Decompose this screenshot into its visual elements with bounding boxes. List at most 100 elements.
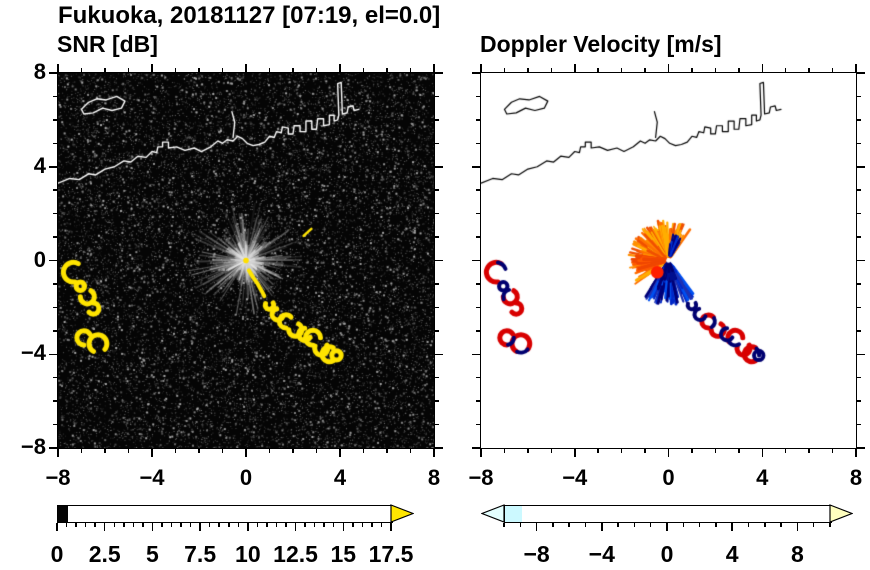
x-axis-tick (409, 448, 412, 453)
colorbar-tick (731, 523, 733, 531)
colorbar-tick (132, 523, 135, 527)
x-axis-tick (550, 68, 553, 73)
y-axis-tick (434, 330, 439, 332)
colorbar-tick (829, 523, 831, 527)
x-axis-tick (691, 68, 693, 73)
x-axis-tick (57, 64, 59, 73)
colorbar-tick (682, 523, 685, 527)
y-axis-tick (53, 400, 58, 402)
colorbar-tick (237, 523, 240, 527)
x-axis-tick (855, 64, 857, 73)
colorbar-tick-label: 17.5 (368, 541, 414, 567)
colorbar-tick (208, 523, 211, 527)
x-axis-tick (80, 68, 83, 73)
y-tick-label: −4 (20, 340, 46, 366)
y-axis-tick (53, 189, 58, 191)
x-axis-tick (691, 448, 693, 453)
colorbar-tick (747, 523, 750, 527)
y-axis-tick (49, 353, 58, 355)
colorbar-tick (170, 523, 173, 527)
x-axis-tick (574, 64, 576, 73)
y-axis-tick (476, 283, 481, 285)
colorbar-tick (275, 523, 278, 527)
x-axis-tick (784, 448, 787, 453)
y-axis-tick (856, 212, 861, 215)
colorbar-under-arrow (481, 504, 505, 523)
colorbar-tick-label: 12.5 (273, 541, 318, 567)
x-axis-tick (714, 448, 717, 453)
y-axis-tick (434, 95, 439, 98)
x-tick-label: −8 (45, 465, 71, 490)
x-axis-tick (597, 448, 599, 453)
colorbar-tick (151, 523, 154, 531)
y-axis-tick (49, 166, 58, 168)
colorbar-tick (812, 523, 815, 527)
y-axis-tick (476, 400, 481, 402)
colorbar-tick (361, 523, 364, 527)
x-axis-tick (503, 448, 506, 453)
y-axis-tick (434, 259, 443, 262)
colorbar-tick (294, 523, 297, 531)
colorbar-tick (142, 523, 144, 527)
colorbar-tick (352, 523, 354, 527)
x-axis-tick (527, 68, 529, 73)
x-tick-label: 0 (239, 465, 253, 490)
x-axis-tick (855, 448, 857, 457)
x-axis-tick (221, 448, 224, 453)
y-axis-tick (434, 376, 439, 379)
colorbar-tick-label: 0 (660, 541, 674, 567)
colorbar-bar (57, 505, 393, 523)
colorbar-over-arrow (829, 504, 853, 523)
x-axis-tick (362, 68, 365, 73)
x-axis-tick (574, 448, 576, 457)
y-axis-tick (434, 423, 439, 426)
x-axis-tick (386, 68, 388, 73)
x-axis-tick (292, 68, 294, 73)
colorbar-tick (180, 523, 182, 527)
x-tick-label: −4 (562, 465, 588, 490)
colorbar-tick-label: 7.5 (184, 541, 217, 567)
y-axis-tick (476, 119, 481, 121)
colorbar-tick (113, 523, 115, 527)
x-axis-tick (667, 64, 670, 73)
y-axis-tick (476, 236, 481, 238)
y-axis-tick (434, 142, 439, 145)
x-axis-tick (151, 64, 153, 73)
x-axis-tick (644, 448, 646, 453)
colorbar-tick (796, 523, 799, 531)
y-axis-tick (53, 142, 58, 145)
y-axis-tick (476, 376, 481, 379)
y-axis-tick (856, 330, 861, 332)
x-axis-tick (808, 68, 810, 73)
colorbar-tick-label: 5 (146, 541, 159, 567)
colorbar-tick (764, 523, 766, 527)
colorbar-tick-label: 8 (790, 541, 804, 567)
colorbar-tick (568, 523, 570, 527)
x-axis-tick (597, 68, 599, 73)
x-tick-label: −4 (139, 465, 165, 490)
colorbar-tick (199, 523, 201, 531)
colorbar-tick (649, 523, 652, 527)
x-axis-tick (433, 448, 435, 457)
x-axis-tick (644, 68, 646, 73)
y-axis-tick (856, 376, 861, 379)
colorbar-tick (617, 523, 619, 527)
y-axis-tick (856, 259, 865, 262)
y-axis-tick (856, 119, 861, 121)
y-axis-tick (434, 236, 439, 238)
colorbar-tick (75, 523, 77, 527)
y-axis-tick (434, 447, 443, 449)
x-axis-tick (761, 64, 763, 73)
x-tick-label: 4 (756, 465, 769, 490)
x-tick-label: 4 (333, 465, 347, 490)
colorbar-segment (505, 506, 522, 522)
x-axis-tick (550, 448, 553, 453)
colorbar-tick-label: 0 (50, 541, 64, 567)
x-axis-tick (386, 448, 388, 453)
x-axis-tick (362, 448, 365, 453)
y-axis-tick (472, 447, 481, 449)
x-axis-tick (503, 68, 506, 73)
x-axis-tick (57, 448, 59, 457)
y-axis-tick (472, 166, 481, 168)
colorbar-tick (332, 523, 335, 527)
